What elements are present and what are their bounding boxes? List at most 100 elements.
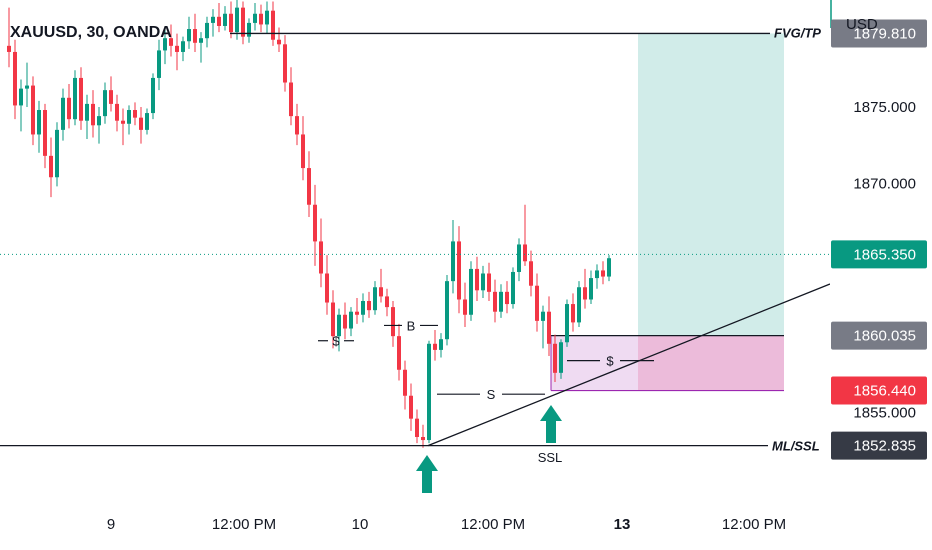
candle-body: [601, 270, 605, 277]
price-badge-label: 1860.035: [853, 328, 916, 345]
candle-body: [175, 45, 179, 52]
candle: [529, 250, 533, 297]
price-badge-bg: [831, 19, 927, 48]
up-arrow-2-shape: [540, 405, 562, 443]
candle-body: [397, 336, 401, 370]
time-tick-label: 12:00 PM: [722, 516, 786, 533]
candle: [445, 275, 449, 346]
candle-body: [511, 271, 515, 305]
candle: [133, 102, 137, 126]
candle: [13, 39, 17, 120]
time-axis[interactable]: 9 12:00 PM 10 12:00 PM 13 12:00 PM: [107, 516, 786, 533]
candle: [61, 88, 65, 141]
candle-body: [151, 77, 155, 114]
candle: [169, 24, 173, 57]
candle: [397, 323, 401, 381]
candle-body: [49, 155, 53, 178]
candle-body: [343, 314, 347, 329]
symbol-title[interactable]: XAUUSD, 30, OANDA: [10, 24, 172, 41]
candle: [259, 4, 263, 33]
candle-body: [469, 268, 473, 315]
candle: [337, 308, 341, 352]
price-badge-bg: [831, 240, 927, 269]
annotation-b: B: [407, 318, 416, 333]
candle-body: [85, 103, 89, 121]
candle-body: [181, 41, 185, 52]
candle: [565, 299, 569, 347]
candle-body: [283, 44, 287, 83]
candle-body: [301, 134, 305, 169]
candle-body: [331, 302, 335, 337]
candle: [121, 108, 125, 146]
candle: [103, 82, 107, 124]
price-badge: 1860.035: [831, 321, 927, 350]
candle: [163, 27, 167, 65]
time-tick-label: 13: [614, 516, 631, 533]
candle-body: [271, 10, 275, 40]
price-badge: 1879.810: [831, 19, 927, 48]
candle-body: [559, 342, 563, 373]
candle-body: [409, 395, 413, 419]
candle-body: [349, 311, 353, 329]
time-tick-label: 12:00 PM: [212, 516, 276, 533]
candle: [319, 218, 323, 288]
candle-body: [127, 110, 131, 124]
candle-body: [565, 304, 569, 343]
candle: [67, 84, 71, 129]
candle-body: [259, 13, 263, 25]
candle-body: [325, 273, 329, 303]
candle-body: [19, 88, 23, 106]
candle-body: [163, 38, 167, 51]
candle-body: [205, 22, 209, 39]
candle: [595, 264, 599, 289]
candle-body: [265, 10, 269, 25]
candle: [85, 94, 89, 140]
price-tick-label: 1855.000: [853, 405, 916, 422]
candle-body: [25, 85, 29, 89]
candle: [379, 268, 383, 303]
annotation-ssl: SSL: [538, 450, 563, 465]
candle-body: [157, 50, 161, 78]
entry-zone: [551, 335, 784, 391]
trendline: [427, 283, 831, 447]
candle-body: [319, 241, 323, 274]
candle: [271, 1, 275, 46]
candle-body: [277, 39, 281, 45]
up-arrow-1-shape: [416, 455, 438, 493]
candle-body: [115, 103, 119, 121]
candle: [217, 3, 221, 33]
price-badge-bg: [831, 321, 927, 350]
candle-body: [193, 29, 197, 43]
candle: [499, 284, 503, 318]
candle-body: [7, 45, 11, 52]
candle-body: [481, 273, 485, 291]
candle-body: [403, 369, 407, 396]
price-badge-label: 1856.440: [853, 383, 916, 400]
candle: [325, 255, 329, 315]
time-tick-label: 10: [352, 516, 369, 533]
candle: [373, 281, 377, 315]
annotation-dollar-2: $: [606, 354, 614, 369]
candle: [301, 116, 305, 181]
candle: [19, 79, 23, 132]
position-zones: [550, 33, 784, 392]
candle: [43, 103, 47, 169]
candle: [151, 73, 155, 120]
price-badge-label: 1865.350: [853, 246, 916, 263]
price-badge-bg: [831, 376, 927, 405]
candle-body: [229, 13, 233, 33]
candle: [583, 268, 587, 309]
candle-body: [475, 268, 479, 291]
candle: [181, 36, 185, 62]
candle-body: [253, 13, 257, 23]
candle-body: [589, 278, 593, 300]
candle-body: [145, 113, 149, 130]
candle: [175, 33, 179, 71]
candle-body: [553, 343, 557, 373]
candle-body: [487, 273, 491, 292]
annotation-dollar-1: $: [332, 334, 340, 349]
price-axis[interactable]: 1875.000 1870.000 1855.000 1879.810 1865.350…: [830, 0, 932, 550]
candle: [553, 334, 557, 382]
candle-body: [547, 311, 551, 344]
